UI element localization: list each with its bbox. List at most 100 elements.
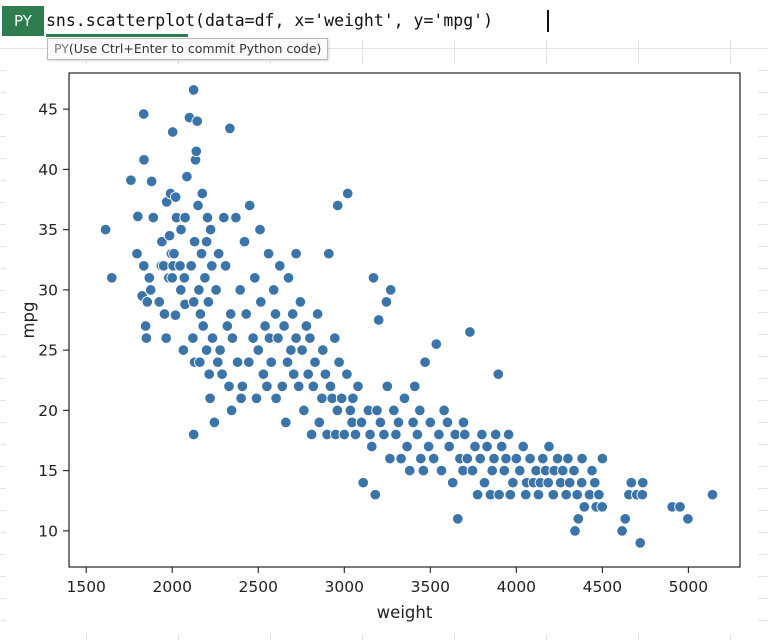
scatter-point <box>637 476 649 489</box>
scatter-point <box>302 368 314 380</box>
scatter-point <box>381 380 394 393</box>
scatter-point <box>349 428 362 441</box>
scatter-point <box>259 320 271 332</box>
scatter-point <box>139 320 152 332</box>
scatter-point <box>243 356 255 368</box>
scatter-point <box>335 392 348 405</box>
scatter-point <box>187 296 200 308</box>
scatter-point <box>562 452 574 465</box>
scatter-point <box>493 488 505 501</box>
scatter-point <box>422 440 435 453</box>
y-axis-label: mpg <box>19 301 38 338</box>
scatter-point <box>294 296 307 308</box>
scatter-point <box>219 260 232 272</box>
scatter-point <box>537 452 549 465</box>
x-tick-label: 3000 <box>325 578 364 596</box>
hint-prefix: PY <box>54 41 69 56</box>
scatter-point <box>419 356 431 368</box>
scatter-point <box>572 513 585 525</box>
scatter-point <box>458 428 471 441</box>
scatter-point <box>187 332 199 344</box>
scatter-point <box>414 404 426 417</box>
scatter-point <box>166 272 178 284</box>
scatter-point <box>407 416 419 429</box>
scatter-point <box>313 416 326 429</box>
scatter-point <box>305 428 318 441</box>
x-tick-label: 2500 <box>239 578 278 596</box>
scatter-point <box>243 199 256 212</box>
scatter-point <box>380 296 393 308</box>
scatter-point <box>547 488 560 501</box>
scatter-point <box>409 380 421 393</box>
scatter-point <box>464 326 476 338</box>
scatter-point <box>249 272 261 284</box>
scatter-point <box>492 368 505 380</box>
scatter-point <box>500 452 512 465</box>
scatter-point <box>488 452 500 465</box>
scatter-point <box>221 320 234 332</box>
scatter-point <box>191 115 203 127</box>
scatter-point <box>364 428 376 441</box>
x-tick-label: 4000 <box>497 578 536 596</box>
y-tick-label: 35 <box>38 221 58 239</box>
scatter-point <box>338 428 351 441</box>
scatter-point <box>388 404 400 417</box>
axes-layer: 1500 2000 2500 3000 3500 4000 4500 5000 10 15 20 25… <box>38 72 741 596</box>
scatter-point <box>478 476 491 489</box>
scatter-point <box>392 416 405 429</box>
scatter-point <box>471 488 484 501</box>
scatter-point <box>230 211 242 224</box>
scatter-point <box>347 392 359 405</box>
formula-bar[interactable]: PY sns.scatterplot(data=df, x='weight', … <box>0 0 768 40</box>
scatter-point <box>316 392 328 405</box>
scatter-point <box>371 404 383 417</box>
scatter-point <box>341 187 354 200</box>
scatter-point <box>99 223 112 236</box>
scatter-point <box>131 247 143 260</box>
scatter-point <box>199 272 211 284</box>
scatter-point <box>286 308 299 320</box>
formula-code[interactable]: sns.scatterplot(data=df, x='weight', y='… <box>46 11 494 30</box>
x-tick-label: 2000 <box>153 578 192 596</box>
scatter-point <box>144 284 157 296</box>
scatter-point <box>281 356 294 368</box>
scatter-point <box>481 440 493 453</box>
scatter-point <box>384 284 397 296</box>
scatter-point <box>682 513 694 525</box>
scatter-point <box>157 260 170 272</box>
scatter-point <box>461 452 474 465</box>
scatter-point <box>568 464 580 477</box>
scatter-point <box>255 296 267 308</box>
scatter-point <box>443 440 455 453</box>
scatter-point <box>323 247 335 260</box>
scatter-point <box>206 332 219 344</box>
scatter-point <box>153 296 166 308</box>
scatter-point <box>367 272 380 284</box>
scatter-point <box>261 380 273 393</box>
scatter-point <box>106 272 118 284</box>
scatter-point <box>346 416 358 429</box>
scatter-point <box>357 476 369 489</box>
y-tick-label: 25 <box>38 342 58 360</box>
scatter-point <box>194 308 207 320</box>
scatter-point <box>489 428 502 441</box>
scatter-point <box>292 380 305 393</box>
scatter-point <box>147 211 160 224</box>
scatter-point <box>234 284 246 296</box>
scatter-point <box>452 513 464 525</box>
scatter-point <box>395 452 407 465</box>
scatter-point <box>190 145 203 158</box>
scatter-point <box>204 223 217 236</box>
scatter-chart[interactable]: 1500 2000 2500 3000 3500 4000 4500 5000 10 15 20 25… <box>6 64 758 634</box>
scatter-point <box>269 308 282 320</box>
scatter-point <box>619 513 631 525</box>
scatter-point <box>674 501 686 513</box>
scatter-point <box>201 211 214 224</box>
scatter-point <box>196 187 209 200</box>
scatter-point <box>192 199 204 212</box>
scatter-point <box>331 199 344 212</box>
scatter-point <box>138 154 150 166</box>
scatter-point <box>168 247 180 260</box>
scatter-point <box>563 476 576 489</box>
x-axis-label: weight <box>377 603 433 622</box>
